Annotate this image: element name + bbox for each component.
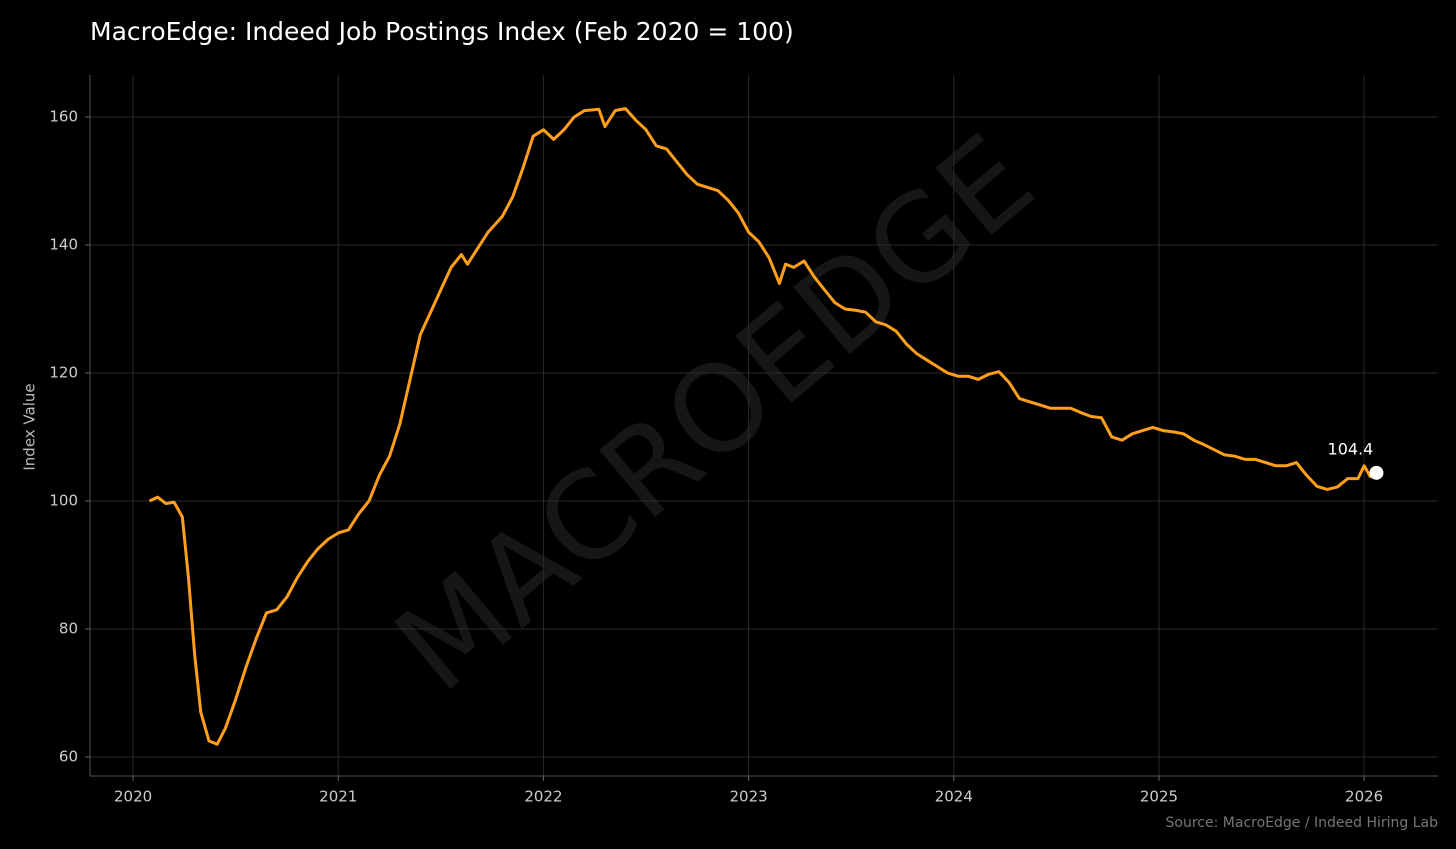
- data-line: [148, 107, 1378, 746]
- x-tick-label: 2026: [1345, 788, 1383, 806]
- y-tick-label: 80: [59, 619, 78, 637]
- x-tick-label: 2022: [524, 788, 562, 806]
- y-tick-label: 120: [49, 363, 78, 381]
- source-note: Source: MacroEdge / Indeed Hiring Lab: [1166, 815, 1439, 831]
- x-tick-label: 2021: [319, 788, 357, 806]
- x-tick-label: 2020: [114, 788, 152, 806]
- y-tick-label: 160: [49, 107, 78, 125]
- last-point-marker: [1369, 465, 1384, 480]
- y-axis-label: Index Value: [21, 383, 39, 470]
- x-tick-label: 2024: [935, 788, 973, 806]
- x-tick-label: 2025: [1140, 788, 1178, 806]
- last-point-label: 104.4: [1328, 439, 1374, 458]
- y-tick-label: 60: [59, 747, 78, 765]
- chart-title: MacroEdge: Indeed Job Postings Index (Fe…: [90, 17, 794, 46]
- x-tick-label: 2023: [730, 788, 768, 806]
- y-tick-label: 140: [49, 235, 78, 253]
- y-tick-label: 100: [49, 491, 78, 509]
